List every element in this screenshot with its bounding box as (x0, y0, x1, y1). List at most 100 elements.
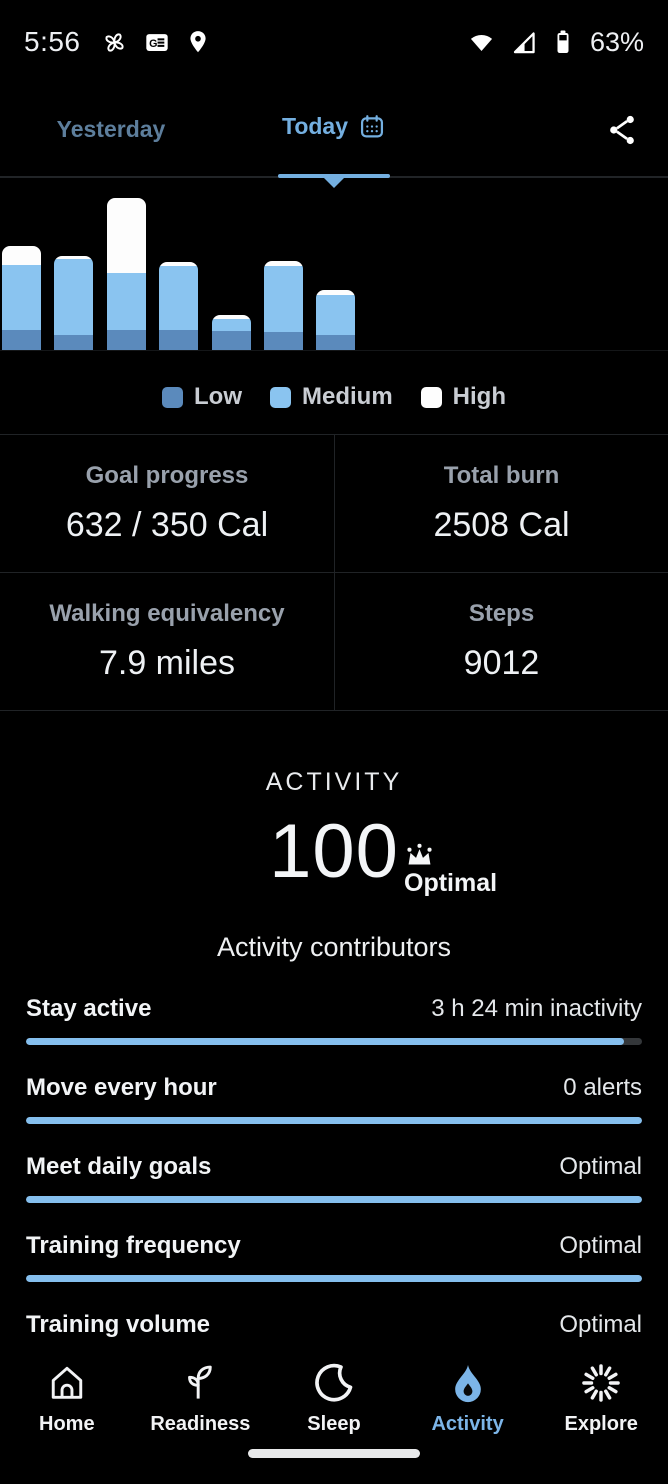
chart-bar-segment (316, 295, 356, 335)
stat-value: 2508 Cal (433, 505, 570, 544)
nav-label: Readiness (150, 1413, 251, 1435)
nav-label: Sleep (307, 1413, 361, 1435)
stat-walking-equivalency: Walking equivalency 7.9 miles (0, 573, 334, 711)
contributor-progressbar (26, 1196, 642, 1203)
activity-score-value: 100 (269, 809, 399, 894)
home-indicator-handle[interactable] (248, 1449, 420, 1458)
legend-swatch-high (420, 386, 442, 408)
battery-icon (551, 27, 575, 57)
chart-bar-segment (316, 290, 356, 295)
nav-item-explore[interactable]: Explore (534, 1361, 668, 1436)
tab-today-label: Today (281, 113, 349, 139)
stat-value: 632 / 350 Cal (65, 505, 269, 544)
nav-label: Home (39, 1413, 95, 1435)
chart-bar[interactable] (106, 198, 146, 350)
battery-percentage: 63% (589, 26, 644, 57)
clock: 5:56 (24, 26, 81, 57)
chart-bar-segment (264, 261, 303, 266)
contributor-value: Optimal (559, 1232, 642, 1259)
contributor-row-training-volume[interactable]: Training volume Optimal (26, 1304, 642, 1383)
stat-total-burn: Total burn 2508 Cal (334, 435, 668, 573)
chart-bar-segment (106, 198, 146, 273)
contributor-value: 0 alerts (563, 1074, 642, 1101)
contributor-progressbar (26, 1117, 642, 1124)
explore-icon (579, 1361, 623, 1405)
nav-item-sleep[interactable]: Sleep (267, 1361, 401, 1436)
nav-item-home[interactable]: Home (0, 1361, 134, 1436)
crown-icon (404, 842, 497, 869)
tab-today[interactable]: Today (240, 112, 428, 141)
contributor-row-move-every-hour[interactable]: Move every hour 0 alerts (26, 1067, 642, 1146)
tab-yesterday[interactable]: Yesterday (56, 116, 166, 142)
chart-bar-segment (159, 262, 199, 266)
legend-swatch-low (162, 386, 183, 408)
stat-steps: Steps 9012 (334, 572, 668, 710)
stat-value: 7.9 miles (98, 643, 236, 682)
contributor-progressbar (26, 1275, 642, 1282)
contributors-list: Stay active 3 h 24 min inactivity Move e… (26, 988, 642, 1383)
chart-bar-segment (106, 273, 146, 330)
nav-label: Explore (564, 1413, 638, 1435)
legend-item-high: High (420, 383, 506, 411)
active-tab-underline (278, 174, 390, 178)
chart-bar[interactable] (211, 315, 251, 350)
stat-label: Steps (468, 599, 535, 627)
google-news-icon: G (142, 29, 172, 56)
stat-label: Walking equivalency (49, 599, 285, 627)
legend-label-low: Low (194, 383, 242, 410)
nav-item-activity[interactable]: Activity (401, 1361, 535, 1436)
contributors-title: Activity contributors (216, 932, 452, 962)
nav-label: Activity (431, 1413, 504, 1435)
contributor-label: Training volume (26, 1311, 211, 1338)
legend-label-medium: Medium (302, 383, 393, 410)
chart-bar-segment (211, 331, 251, 350)
chart-bar[interactable] (2, 246, 41, 350)
cellular-signal-icon (510, 29, 538, 56)
chart-bar-segment (159, 266, 199, 330)
contributor-row-stay-active[interactable]: Stay active 3 h 24 min inactivity (26, 988, 642, 1067)
readiness-icon (178, 1361, 222, 1405)
legend-label-high: High (452, 383, 506, 410)
legend-item-medium: Medium (270, 383, 393, 411)
activity-score: 100 Optimal (0, 809, 668, 898)
legend-item-low: Low (162, 383, 242, 411)
svg-text:G: G (149, 37, 157, 49)
daily-stats-grid: Goal progress 632 / 350 Cal Total burn 2… (0, 434, 668, 711)
contributor-value: Optimal (559, 1153, 642, 1180)
home-icon (45, 1361, 89, 1405)
contributor-row-meet-daily-goals[interactable]: Meet daily goals Optimal (26, 1146, 642, 1225)
chart-bar-segment (54, 335, 94, 350)
pinwheel-icon (100, 28, 129, 57)
contributor-value: 3 h 24 min inactivity (431, 995, 642, 1022)
contributor-row-training-frequency[interactable]: Training frequency Optimal (26, 1225, 642, 1304)
activity-icon (446, 1361, 490, 1405)
chart-bar-segment (211, 319, 251, 331)
chart-bar[interactable] (159, 262, 199, 350)
chart-bar-segment (211, 315, 251, 319)
chart-bar[interactable] (264, 261, 303, 350)
share-icon (604, 112, 640, 148)
chart-bar-segment (264, 332, 303, 350)
nav-item-readiness[interactable]: Readiness (134, 1361, 268, 1436)
chart-bar-segment (2, 265, 41, 330)
stat-value: 9012 (463, 643, 540, 682)
share-button[interactable] (602, 110, 642, 150)
chart-bar-segment (2, 246, 41, 265)
chart-bar-segment (159, 330, 199, 350)
status-bar: 5:56 G (0, 18, 668, 66)
section-title-activity: ACTIVITY (265, 768, 403, 796)
location-pin-icon (185, 28, 211, 56)
sleep-icon (312, 1361, 356, 1405)
activity-intensity-chart[interactable] (0, 180, 668, 350)
contributor-progressbar (26, 1038, 642, 1045)
chart-legend: Low Medium High (0, 362, 668, 432)
contributor-label: Meet daily goals (26, 1153, 212, 1180)
chart-bar[interactable] (316, 290, 356, 350)
stat-goal-progress: Goal progress 632 / 350 Cal (0, 435, 334, 573)
chart-bar-segment (54, 256, 94, 259)
chart-bar-segment (316, 335, 356, 350)
contributor-value: Optimal (559, 1311, 642, 1338)
chart-bar[interactable] (54, 256, 94, 350)
stat-label: Total burn (443, 461, 560, 489)
